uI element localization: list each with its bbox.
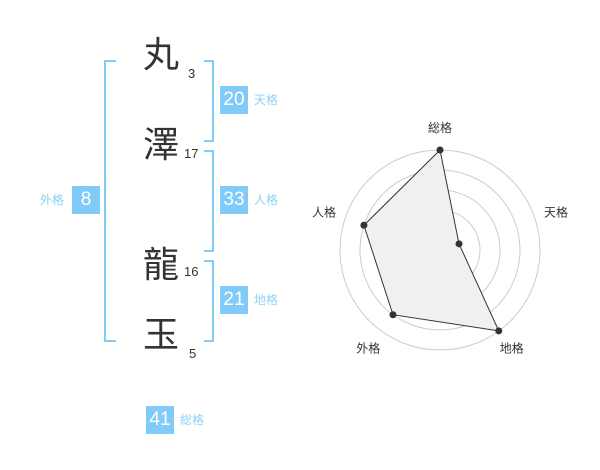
stroke-count: 16 xyxy=(184,264,199,279)
name-char: 澤 xyxy=(142,125,179,166)
gaikaku-value: 8 xyxy=(72,186,100,214)
radar-axis-label: 総格 xyxy=(428,120,452,135)
radar-axis-label: 天格 xyxy=(544,204,568,219)
radar-area xyxy=(363,148,500,332)
radar-axis-label: 地格 xyxy=(500,341,524,356)
chikaku-value: 21 xyxy=(220,286,248,314)
radar-point xyxy=(389,311,397,319)
gaikaku-bracket xyxy=(104,60,116,342)
gaikaku-label: 外格 xyxy=(40,193,65,207)
radar-axis-label: 人格 xyxy=(312,204,336,219)
radar-point xyxy=(436,146,444,154)
radar-point xyxy=(455,240,463,248)
radar-point xyxy=(495,327,503,335)
name-char: 龍 xyxy=(142,245,179,286)
radar-point xyxy=(360,221,368,229)
chikaku-label: 地格 xyxy=(254,293,279,307)
jinkaku-bracket xyxy=(204,150,214,252)
tenkaku-value: 20 xyxy=(220,86,248,114)
name-char: 丸 xyxy=(142,35,179,76)
jinkaku-label: 人格 xyxy=(254,193,279,207)
jinkaku-value: 33 xyxy=(220,186,248,214)
chikaku-bracket xyxy=(204,260,214,342)
tenkaku-bracket xyxy=(204,60,214,142)
soukaku-value: 41 xyxy=(146,406,174,434)
stroke-count: 5 xyxy=(189,346,197,361)
name-char: 玉 xyxy=(142,315,179,356)
tenkaku-label: 天格 xyxy=(254,93,279,107)
radar-axis-label: 外格 xyxy=(356,341,380,356)
stroke-count: 17 xyxy=(184,146,199,161)
stroke-count: 3 xyxy=(188,66,196,81)
soukaku-label: 総格 xyxy=(180,413,205,427)
